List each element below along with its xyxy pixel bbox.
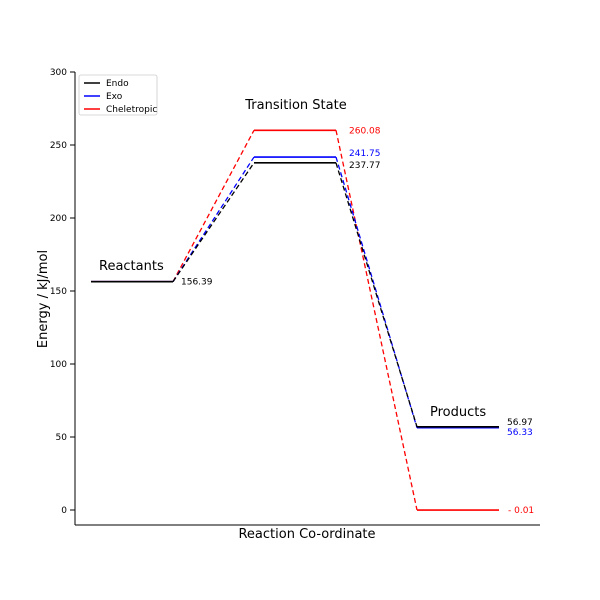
- y-tick-label: 100: [50, 360, 67, 370]
- value-labels: 156.39 237.77 56.97 241.75 56.33 260.08 - 0.01: [181, 126, 534, 516]
- value-label-cheletropic-1: 260.08: [349, 126, 381, 136]
- y-axis-label: Energy / kJ/mol: [36, 250, 51, 348]
- y-tick-label: 200: [50, 214, 67, 224]
- value-label-endo-2: 56.97: [507, 418, 533, 428]
- legend-box: [78, 74, 158, 116]
- connector-exo-1: [335, 156, 418, 428]
- value-label-cheletropic-2: - 0.01: [508, 506, 534, 516]
- series-layer: [91, 129, 499, 511]
- series-cheletropic: [91, 129, 499, 511]
- series-exo: [91, 156, 499, 429]
- value-label-exo-1: 241.75: [349, 149, 381, 159]
- y-tick-label: 0: [61, 506, 67, 516]
- x-axis-label: Reaction Co-ordinate: [238, 527, 375, 542]
- value-label-exo-2: 56.33: [507, 428, 533, 438]
- value-label-endo-0: 156.39: [181, 278, 213, 288]
- connector-cheletropic-1: [335, 130, 418, 511]
- legend-label-endo: Endo: [106, 79, 129, 89]
- y-tick-label: 50: [56, 433, 68, 443]
- connector-endo-0: [172, 162, 255, 283]
- stage-label-reactants: Reactants: [99, 259, 164, 274]
- axes: [74, 72, 540, 526]
- y-tick-label: 150: [50, 287, 67, 297]
- connector-cheletropic-0: [172, 129, 255, 282]
- y-tick-label: 250: [50, 141, 67, 151]
- legend-label-cheletropic: Cheletropic: [106, 105, 157, 115]
- legend-label-exo: Exo: [106, 92, 123, 102]
- connector-endo-1: [335, 162, 418, 428]
- y-ticks: 0 50 100 150 200 250 300: [50, 68, 75, 516]
- stage-label-transition-state: Transition State: [244, 98, 346, 113]
- stage-label-products: Products: [430, 405, 486, 420]
- y-tick-label: 300: [50, 68, 67, 78]
- series-endo: [91, 162, 499, 428]
- legend: Endo Exo Cheletropic: [78, 74, 158, 116]
- value-label-endo-1: 237.77: [349, 161, 381, 171]
- connector-exo-0: [172, 156, 255, 283]
